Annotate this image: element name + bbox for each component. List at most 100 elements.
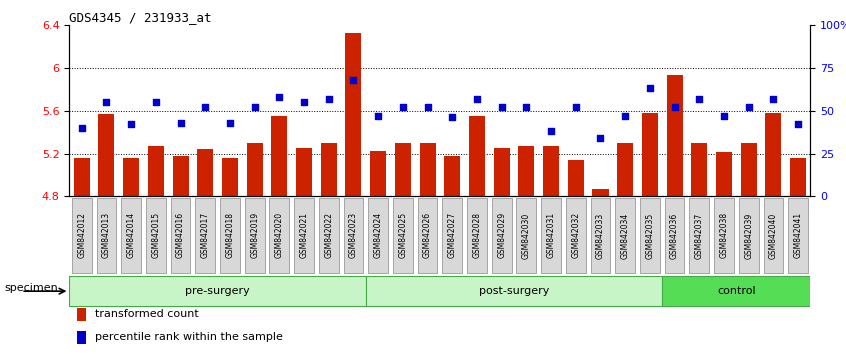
Text: GSM842040: GSM842040	[769, 212, 778, 258]
Text: GSM842021: GSM842021	[299, 212, 309, 258]
Text: pre-surgery: pre-surgery	[185, 286, 250, 296]
FancyBboxPatch shape	[665, 198, 684, 273]
Bar	[173, 156, 189, 196]
Point	[199, 104, 212, 110]
Text: GSM842038: GSM842038	[719, 212, 728, 258]
Bar	[618, 143, 633, 196]
FancyBboxPatch shape	[517, 198, 536, 273]
Bar	[77, 331, 85, 344]
Text: GSM842036: GSM842036	[670, 212, 679, 258]
Bar	[247, 143, 262, 196]
Bar	[741, 143, 756, 196]
Bar	[716, 153, 732, 196]
Point	[347, 77, 360, 82]
FancyBboxPatch shape	[615, 198, 635, 273]
Point	[173, 120, 187, 125]
Point	[272, 94, 286, 100]
Point	[100, 99, 113, 105]
FancyBboxPatch shape	[171, 198, 190, 273]
Bar	[148, 146, 164, 196]
FancyBboxPatch shape	[566, 198, 585, 273]
Point	[594, 135, 607, 141]
Point	[717, 113, 731, 119]
FancyBboxPatch shape	[195, 198, 215, 273]
Point	[544, 129, 558, 134]
Bar	[790, 158, 806, 196]
Point	[420, 104, 434, 110]
Point	[149, 99, 162, 105]
Text: GSM842028: GSM842028	[472, 212, 481, 258]
Text: GSM842020: GSM842020	[275, 212, 284, 258]
FancyBboxPatch shape	[96, 198, 116, 273]
Point	[223, 120, 237, 125]
Text: post-surgery: post-surgery	[479, 286, 549, 296]
FancyBboxPatch shape	[662, 276, 810, 306]
Text: specimen: specimen	[4, 282, 58, 293]
FancyBboxPatch shape	[72, 198, 91, 273]
Bar	[124, 158, 139, 196]
Text: GSM842027: GSM842027	[448, 212, 457, 258]
FancyBboxPatch shape	[714, 198, 733, 273]
FancyBboxPatch shape	[146, 198, 166, 273]
Text: GSM842033: GSM842033	[596, 212, 605, 258]
Point	[643, 85, 656, 91]
Point	[693, 96, 706, 102]
Text: GSM842032: GSM842032	[571, 212, 580, 258]
FancyBboxPatch shape	[442, 198, 462, 273]
FancyBboxPatch shape	[492, 198, 512, 273]
Text: GSM842025: GSM842025	[398, 212, 408, 258]
Text: GSM842024: GSM842024	[374, 212, 382, 258]
Bar	[321, 143, 337, 196]
FancyBboxPatch shape	[294, 198, 314, 273]
Text: GDS4345 / 231933_at: GDS4345 / 231933_at	[69, 11, 212, 24]
FancyBboxPatch shape	[69, 276, 365, 306]
Text: GSM842034: GSM842034	[621, 212, 629, 258]
Text: control: control	[717, 286, 755, 296]
Bar	[77, 308, 85, 321]
Bar	[667, 75, 683, 196]
Bar	[98, 114, 114, 196]
Point	[371, 113, 385, 119]
Text: GSM842026: GSM842026	[423, 212, 432, 258]
Text: GSM842019: GSM842019	[250, 212, 259, 258]
Point	[297, 99, 310, 105]
Bar	[592, 189, 608, 196]
Text: GSM842023: GSM842023	[349, 212, 358, 258]
Point	[791, 121, 805, 127]
Text: GSM842039: GSM842039	[744, 212, 753, 258]
Point	[569, 104, 583, 110]
FancyBboxPatch shape	[418, 198, 437, 273]
FancyBboxPatch shape	[244, 198, 265, 273]
FancyBboxPatch shape	[739, 198, 759, 273]
Text: GSM842017: GSM842017	[201, 212, 210, 258]
Bar	[272, 116, 288, 196]
Text: GSM842030: GSM842030	[522, 212, 531, 258]
Bar	[197, 149, 213, 196]
FancyBboxPatch shape	[365, 276, 662, 306]
Point	[766, 96, 780, 102]
Text: GSM842013: GSM842013	[102, 212, 111, 258]
Text: GSM842031: GSM842031	[547, 212, 556, 258]
FancyBboxPatch shape	[319, 198, 338, 273]
Text: percentile rank within the sample: percentile rank within the sample	[95, 332, 283, 342]
FancyBboxPatch shape	[393, 198, 413, 273]
Point	[495, 104, 508, 110]
Text: GSM842018: GSM842018	[225, 212, 234, 258]
Text: GSM842016: GSM842016	[176, 212, 185, 258]
Bar	[642, 113, 658, 196]
FancyBboxPatch shape	[343, 198, 363, 273]
FancyBboxPatch shape	[121, 198, 141, 273]
FancyBboxPatch shape	[689, 198, 709, 273]
Text: GSM842014: GSM842014	[127, 212, 135, 258]
Point	[519, 104, 533, 110]
Bar	[494, 148, 509, 196]
Text: GSM842035: GSM842035	[645, 212, 655, 258]
Text: GSM842022: GSM842022	[324, 212, 333, 258]
Bar	[296, 148, 312, 196]
FancyBboxPatch shape	[541, 198, 561, 273]
Text: GSM842041: GSM842041	[794, 212, 803, 258]
Point	[248, 104, 261, 110]
FancyBboxPatch shape	[270, 198, 289, 273]
Bar	[395, 143, 411, 196]
Bar	[74, 158, 90, 196]
